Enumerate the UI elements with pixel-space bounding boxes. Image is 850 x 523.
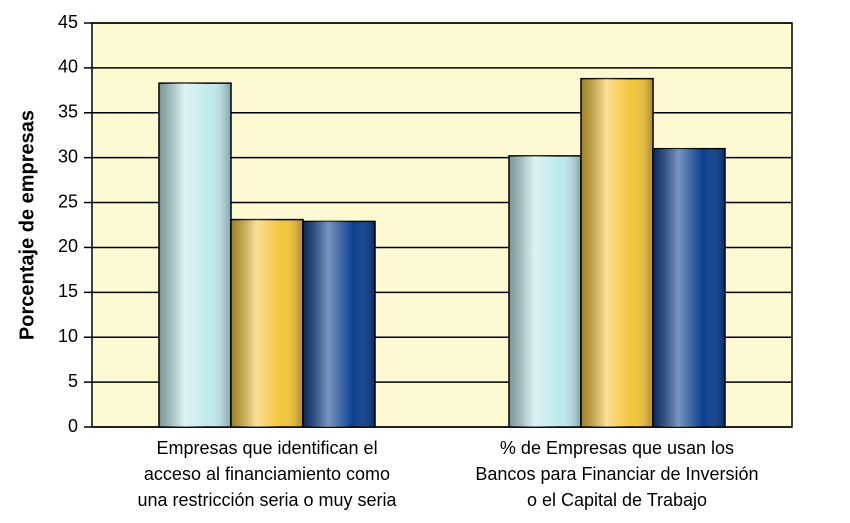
- y-tick-label: 30: [58, 146, 78, 166]
- x-tick-label: Empresas que identifican el acceso al fin…: [137, 438, 397, 510]
- bar: [230, 218, 304, 428]
- y-tick-label: 0: [68, 416, 78, 436]
- x-tick-label-line: % de Empresas que usan los: [500, 438, 734, 458]
- y-tick-label: 45: [58, 12, 78, 32]
- bar: [580, 77, 654, 428]
- bar: [652, 147, 726, 428]
- y-tick-label: 40: [58, 57, 78, 77]
- y-tick-label: 15: [58, 281, 78, 301]
- y-tick-label: 10: [58, 326, 78, 346]
- y-tick-label: 25: [58, 191, 78, 211]
- bar: [158, 82, 232, 428]
- bar: [302, 220, 376, 428]
- x-tick-label-line: Empresas que identifican el: [156, 438, 377, 458]
- x-tick-label-line: Bancos para Financiar de Inversión: [475, 464, 758, 484]
- y-axis-label: Porcentaje de empresas: [16, 110, 38, 340]
- x-tick-label: % de Empresas que usan los Bancos para Fi…: [475, 438, 758, 510]
- x-tick-label-line: una restricción seria o muy seria: [137, 490, 397, 510]
- x-tick-label-line: o el Capital de Trabajo: [527, 490, 707, 510]
- y-tick-label: 35: [58, 102, 78, 122]
- y-tick-label: 5: [68, 371, 78, 391]
- y-tick-label: 20: [58, 236, 78, 256]
- bar: [508, 155, 582, 428]
- x-tick-label-line: acceso al financiamiento como: [144, 464, 390, 484]
